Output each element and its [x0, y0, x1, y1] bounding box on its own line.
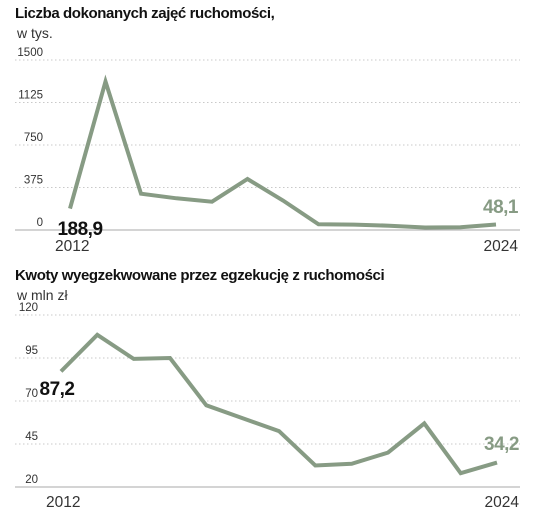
y-tick-label: 750: [24, 132, 43, 144]
y-tick-label: 1125: [18, 90, 43, 102]
x-tick-label-end: 2024: [485, 494, 520, 511]
x-tick-label-start: 2012: [55, 238, 89, 255]
data-point: [459, 225, 463, 229]
data-point: [423, 226, 427, 230]
data-point: [210, 200, 214, 204]
y-tick-label: 20: [25, 474, 38, 486]
series-line: [68, 74, 497, 230]
x-tick-label-start: 2012: [46, 494, 80, 511]
chart-subtitle: w mln zł: [17, 287, 68, 303]
data-point: [68, 207, 72, 211]
end-value-label: 34,2: [484, 434, 519, 455]
y-tick-label: 70: [25, 388, 38, 400]
data-point: [350, 462, 354, 466]
y-tick-label: 1500: [17, 47, 43, 59]
y-tick-label: 375: [24, 175, 43, 187]
data-point: [313, 464, 317, 468]
data-point: [422, 421, 426, 425]
data-point: [277, 429, 281, 433]
data-point: [241, 416, 245, 420]
chart-title: Kwoty wyegzekwowane przez egzekucję z ru…: [15, 267, 385, 284]
data-point: [175, 196, 179, 200]
data-point: [59, 369, 63, 373]
series-line: [59, 332, 498, 476]
data-point: [281, 199, 285, 203]
data-point: [494, 223, 498, 227]
data-point: [495, 461, 499, 465]
data-point: [132, 357, 136, 361]
y-tick-label: 95: [25, 345, 38, 357]
chart-seizures: Liczba dokonanych zajęć ruchomości, w ty…: [15, 5, 520, 255]
chart-plot: 20 45 70 95 120 2012 2024 87,2 34,2: [15, 302, 520, 511]
data-point: [246, 177, 250, 181]
chart-recovered-amounts: Kwoty wyegzekwowane przez egzekucję z ru…: [0, 262, 536, 520]
chart-title: Liczba dokonanych zajęć ruchomości,: [15, 5, 275, 22]
data-point: [388, 224, 392, 228]
chart-plot: 0 375 750 1125 1500 2012 2024 188,9 48,1: [15, 47, 520, 255]
data-point: [95, 333, 99, 337]
data-point: [104, 80, 108, 84]
y-tick-label: 120: [19, 302, 38, 314]
data-point: [352, 223, 356, 227]
x-tick-label-end: 2024: [484, 238, 519, 255]
data-point: [386, 451, 390, 455]
chart-subtitle: w tys.: [17, 25, 53, 41]
start-value-label: 188,9: [57, 219, 102, 240]
start-value-label: 87,2: [40, 379, 75, 400]
y-tick-label: 0: [37, 217, 43, 229]
data-point: [168, 356, 172, 360]
data-point: [317, 222, 321, 226]
data-point: [459, 471, 463, 475]
end-value-label: 48,1: [483, 197, 519, 218]
y-tick-label: 45: [25, 431, 38, 443]
data-point: [139, 192, 143, 196]
data-point: [204, 403, 208, 407]
